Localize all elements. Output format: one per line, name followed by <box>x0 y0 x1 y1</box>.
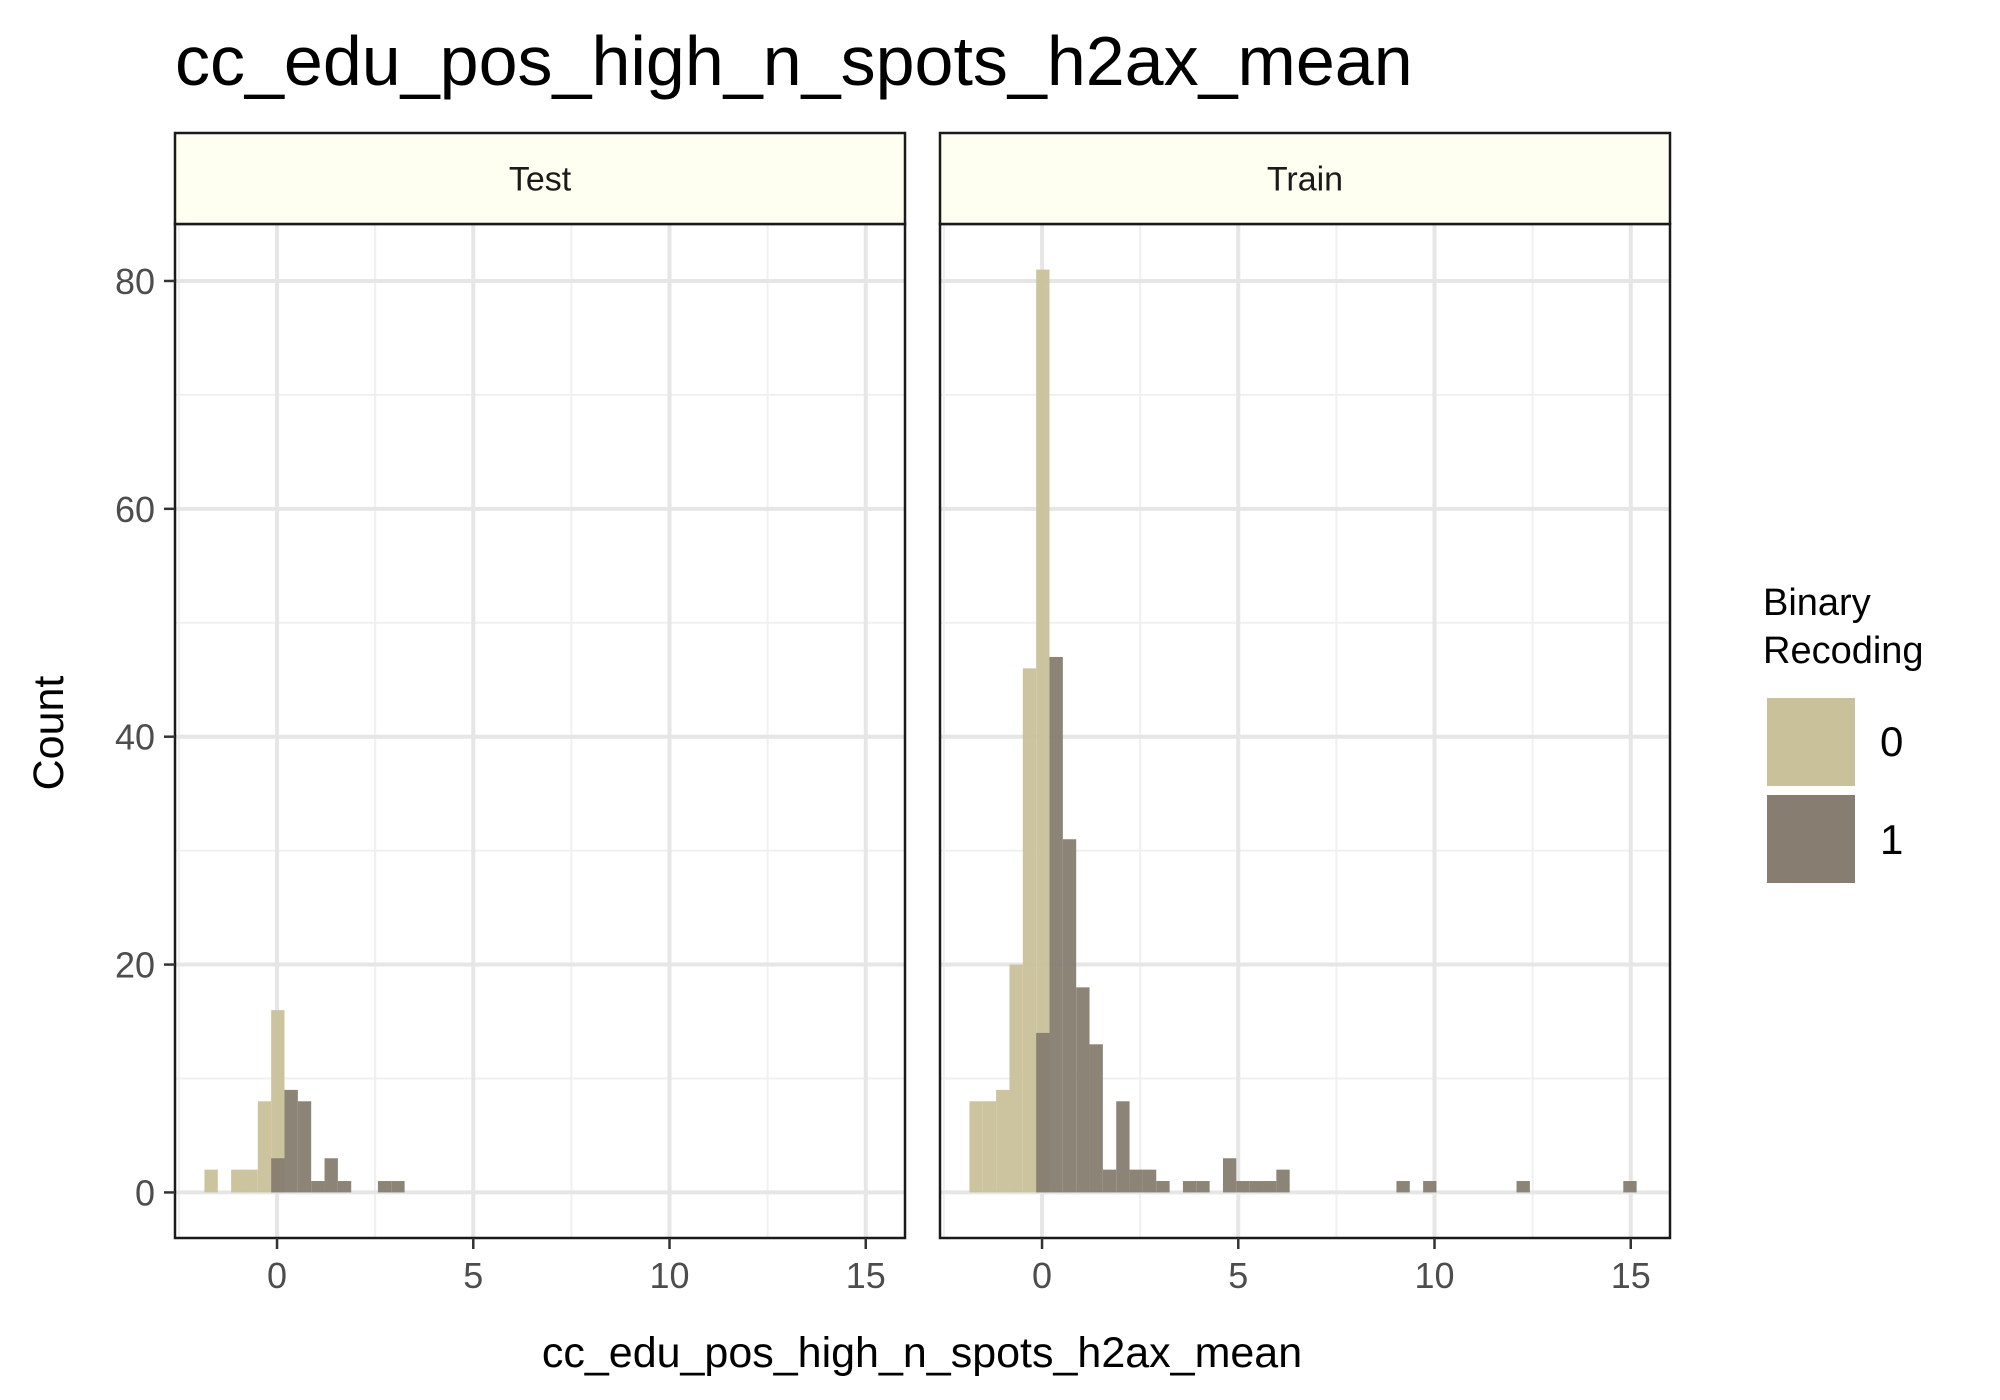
histogram-bar <box>1423 1181 1437 1193</box>
histogram-bar <box>1142 1169 1157 1193</box>
histogram-bar <box>244 1169 258 1193</box>
facet-strip <box>173 131 907 226</box>
histogram-bar <box>1222 1158 1237 1193</box>
histogram-bar <box>1116 1101 1130 1193</box>
histogram-bar <box>1623 1181 1637 1193</box>
histogram-bar <box>284 1089 298 1193</box>
x-tick-label: 5 <box>463 1255 483 1296</box>
legend-label-0: 0 <box>1880 718 1903 765</box>
y-tick-label: 80 <box>115 261 155 302</box>
histogram-bar <box>1263 1181 1277 1193</box>
x-tick-label: 0 <box>1032 1255 1052 1296</box>
legend-swatch-1 <box>1767 795 1855 883</box>
histogram-bar <box>1182 1181 1197 1193</box>
histogram-bar <box>391 1181 405 1193</box>
x-tick-label: 10 <box>1414 1255 1454 1296</box>
y-tick-label: 40 <box>115 717 155 758</box>
histogram-bar <box>1009 964 1023 1193</box>
legend: Binary Recoding 0 1 <box>1763 582 1924 883</box>
histogram-bar <box>271 1010 285 1193</box>
histogram-bar <box>297 1101 312 1193</box>
histogram-bar <box>377 1181 392 1193</box>
legend-title-line-1: Binary <box>1763 582 1871 624</box>
x-tick-label: 0 <box>267 1255 287 1296</box>
histogram-bar <box>1196 1181 1210 1193</box>
x-tick-label: 15 <box>846 1255 886 1296</box>
histogram-bar <box>324 1158 338 1193</box>
histogram-bar <box>1129 1169 1143 1193</box>
histogram-bar <box>1062 839 1077 1193</box>
histogram-bar <box>1076 987 1090 1193</box>
facet-panels: Test 0 5 10 15 0 20 40 60 80 Train 0 5 10 15 <box>115 131 1672 1296</box>
histogram-bar <box>1156 1181 1170 1193</box>
legend-label-1: 1 <box>1880 816 1903 863</box>
histogram-bar <box>1516 1181 1530 1193</box>
x-tick-label: 5 <box>1228 1255 1248 1296</box>
histogram-bar <box>982 1101 997 1193</box>
histogram-bar <box>1102 1169 1117 1193</box>
panel-train: Train 0 5 10 15 <box>938 131 1672 1296</box>
histogram-bar <box>311 1181 325 1193</box>
y-tick-label: 20 <box>115 945 155 986</box>
series-1 <box>1036 656 1637 1193</box>
facet-strip-label: Test <box>509 161 572 199</box>
histogram-bar <box>1089 1044 1103 1193</box>
y-axis-title: Count <box>25 676 73 791</box>
histogram-bar <box>1049 656 1063 1193</box>
histogram-bar <box>1036 1032 1050 1193</box>
histogram-bar <box>1022 668 1037 1193</box>
chart-title: cc_edu_pos_high_n_spots_h2ax_mean <box>175 22 1413 100</box>
x-axis-title: cc_edu_pos_high_n_spots_h2ax_mean <box>542 1329 1302 1377</box>
y-tick-label: 0 <box>135 1172 155 1213</box>
histogram-bar <box>1276 1169 1290 1193</box>
histogram-bar <box>1036 269 1050 1193</box>
histogram-bar <box>1396 1181 1410 1193</box>
histogram-bar <box>204 1169 218 1193</box>
legend-title-line-2: Recoding <box>1763 630 1924 672</box>
series-0 <box>969 269 1050 1193</box>
histogram-bar <box>337 1181 352 1193</box>
histogram-bar <box>231 1169 245 1193</box>
histogram-bar <box>969 1101 983 1193</box>
histogram-bar <box>1236 1181 1250 1193</box>
plot-background <box>175 224 905 1238</box>
series-1 <box>271 1089 405 1193</box>
facet-strip-label: Train <box>1267 161 1343 199</box>
histogram-bar <box>996 1089 1010 1193</box>
x-tick-label: 15 <box>1611 1255 1651 1296</box>
histogram-bar <box>257 1101 272 1193</box>
histogram-bar <box>1249 1181 1264 1193</box>
histogram-bar <box>271 1158 285 1193</box>
panel-test: Test 0 5 10 15 0 20 40 60 80 <box>115 131 907 1296</box>
facet-strip <box>938 131 1672 226</box>
series-0 <box>204 1010 285 1193</box>
y-tick-label: 60 <box>115 489 155 530</box>
x-tick-label: 10 <box>649 1255 689 1296</box>
legend-swatch-0 <box>1767 698 1855 786</box>
